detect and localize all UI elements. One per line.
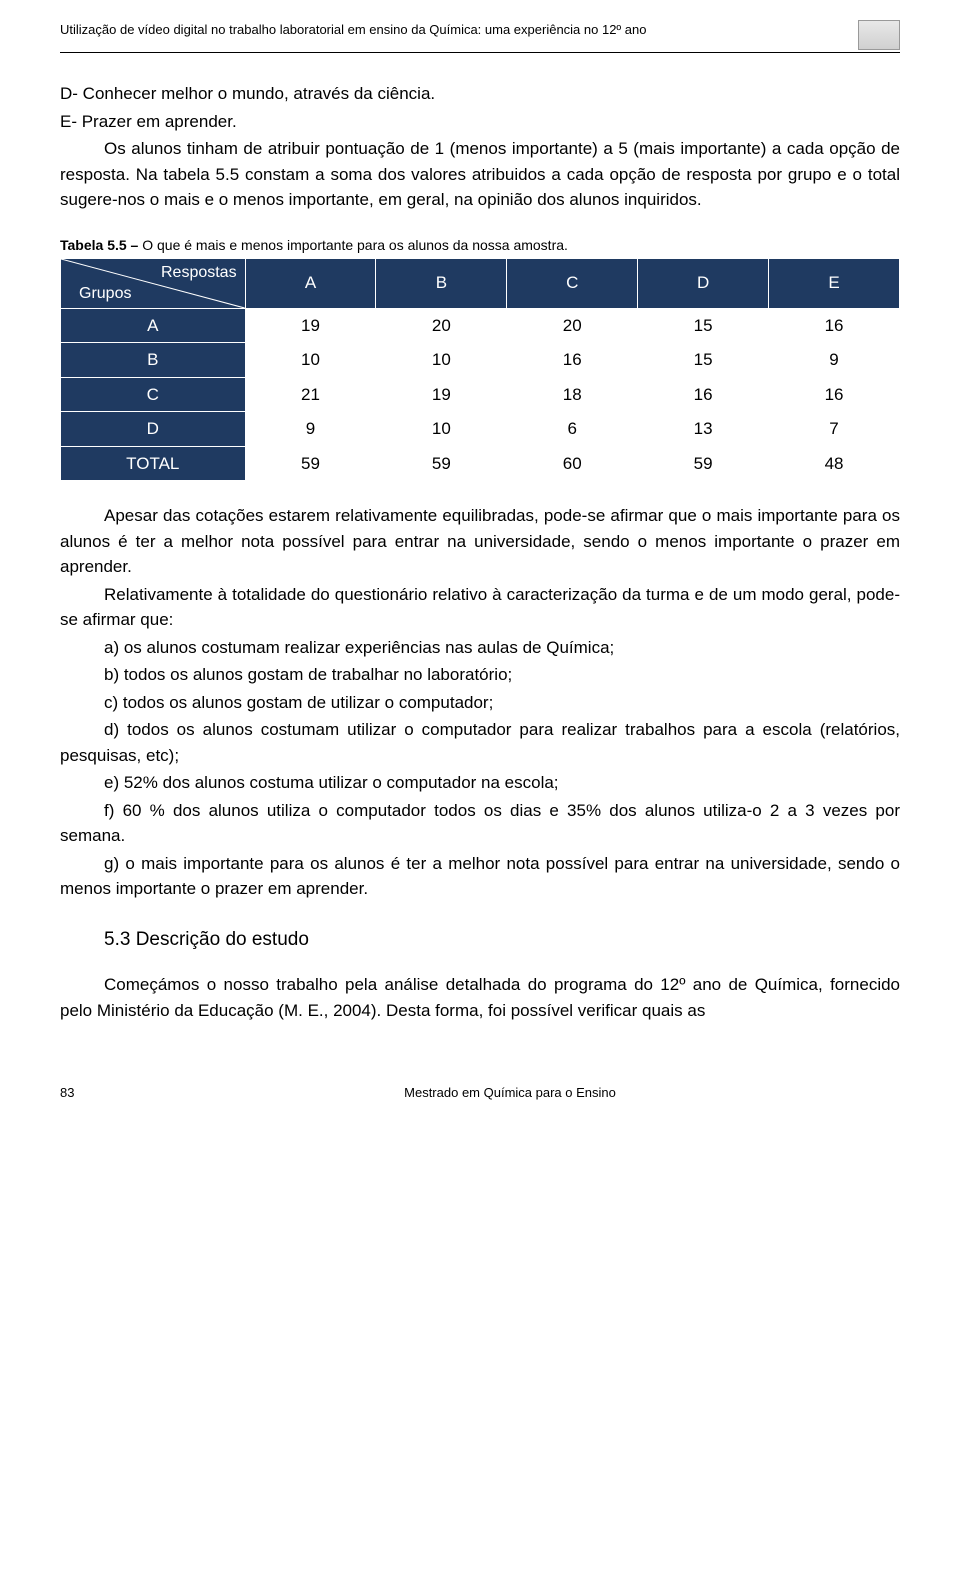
cell: 19 — [245, 308, 376, 343]
table-row: C 21 19 18 16 16 — [61, 377, 900, 412]
list-item-g: g) o mais importante para os alunos é te… — [60, 851, 900, 902]
cell: 59 — [376, 446, 507, 481]
section-heading: 5.3 Descrição do estudo — [60, 926, 900, 955]
table-caption-bold: Tabela 5.5 – — [60, 237, 138, 253]
list-item-d: d) todos os alunos costumam utilizar o c… — [60, 717, 900, 768]
cell: 59 — [638, 446, 769, 481]
list-item-a: a) os alunos costumam realizar experiênc… — [60, 635, 900, 661]
diag-top-label: Respostas — [161, 261, 237, 285]
cell: 60 — [507, 446, 638, 481]
table-caption-rest: O que é mais e menos importante para os … — [138, 237, 568, 253]
analysis-p1: Apesar das cotações estarem relativament… — [60, 503, 900, 580]
table-row: B 10 10 16 15 9 — [61, 343, 900, 378]
col-header: B — [376, 258, 507, 308]
cell: 19 — [376, 377, 507, 412]
col-header: A — [245, 258, 376, 308]
table-row: D 9 10 6 13 7 — [61, 412, 900, 447]
cell: 16 — [769, 377, 900, 412]
row-label: B — [61, 343, 246, 378]
cell: 20 — [507, 308, 638, 343]
page-footer: 83 Mestrado em Química para o Ensino — [60, 1083, 900, 1103]
col-header: E — [769, 258, 900, 308]
list-item-e: e) 52% dos alunos costuma utilizar o com… — [60, 770, 900, 796]
cell: 7 — [769, 412, 900, 447]
list-item-f: f) 60 % dos alunos utiliza o computador … — [60, 798, 900, 849]
cell: 10 — [376, 412, 507, 447]
cell: 21 — [245, 377, 376, 412]
list-item-c: c) todos os alunos gostam de utilizar o … — [60, 690, 900, 716]
cell: 59 — [245, 446, 376, 481]
cell: 15 — [638, 343, 769, 378]
cell: 16 — [769, 308, 900, 343]
analysis-p2: Relativamente à totalidade do questionár… — [60, 582, 900, 633]
cell: 15 — [638, 308, 769, 343]
row-label: A — [61, 308, 246, 343]
cell: 16 — [638, 377, 769, 412]
header-thumbnail-icon — [858, 20, 900, 50]
table-diag-header: Respostas Grupos — [61, 258, 246, 308]
footer-text: Mestrado em Química para o Ensino — [120, 1083, 900, 1103]
intro-para-1: Os alunos tinham de atribuir pontuação d… — [60, 136, 900, 213]
col-header: D — [638, 258, 769, 308]
section-body: Começámos o nosso trabalho pela análise … — [60, 972, 900, 1023]
footer-page-number: 83 — [60, 1083, 120, 1103]
results-table: Respostas Grupos A B C D E A 19 20 20 15… — [60, 258, 900, 482]
table-caption: Tabela 5.5 – O que é mais e menos import… — [60, 235, 900, 256]
cell: 13 — [638, 412, 769, 447]
cell: 9 — [245, 412, 376, 447]
col-header: C — [507, 258, 638, 308]
cell: 9 — [769, 343, 900, 378]
row-label: TOTAL — [61, 446, 246, 481]
analysis-block: Apesar das cotações estarem relativament… — [60, 503, 900, 902]
header-title: Utilização de vídeo digital no trabalho … — [60, 20, 647, 40]
row-label: D — [61, 412, 246, 447]
cell: 10 — [376, 343, 507, 378]
row-label: C — [61, 377, 246, 412]
cell: 18 — [507, 377, 638, 412]
intro-line-e: E- Prazer em aprender. — [60, 109, 900, 135]
cell: 20 — [376, 308, 507, 343]
diag-bottom-label: Grupos — [79, 282, 131, 306]
cell: 6 — [507, 412, 638, 447]
cell: 16 — [507, 343, 638, 378]
section-p1: Começámos o nosso trabalho pela análise … — [60, 972, 900, 1023]
list-item-b: b) todos os alunos gostam de trabalhar n… — [60, 662, 900, 688]
table-row: A 19 20 20 15 16 — [61, 308, 900, 343]
intro-line-d: D- Conhecer melhor o mundo, através da c… — [60, 81, 900, 107]
cell: 10 — [245, 343, 376, 378]
intro-block: D- Conhecer melhor o mundo, através da c… — [60, 81, 900, 213]
page: Utilização de vídeo digital no trabalho … — [0, 0, 960, 1143]
page-header: Utilização de vídeo digital no trabalho … — [60, 20, 900, 53]
table-row-total: TOTAL 59 59 60 59 48 — [61, 446, 900, 481]
table-header-row: Respostas Grupos A B C D E — [61, 258, 900, 308]
cell: 48 — [769, 446, 900, 481]
